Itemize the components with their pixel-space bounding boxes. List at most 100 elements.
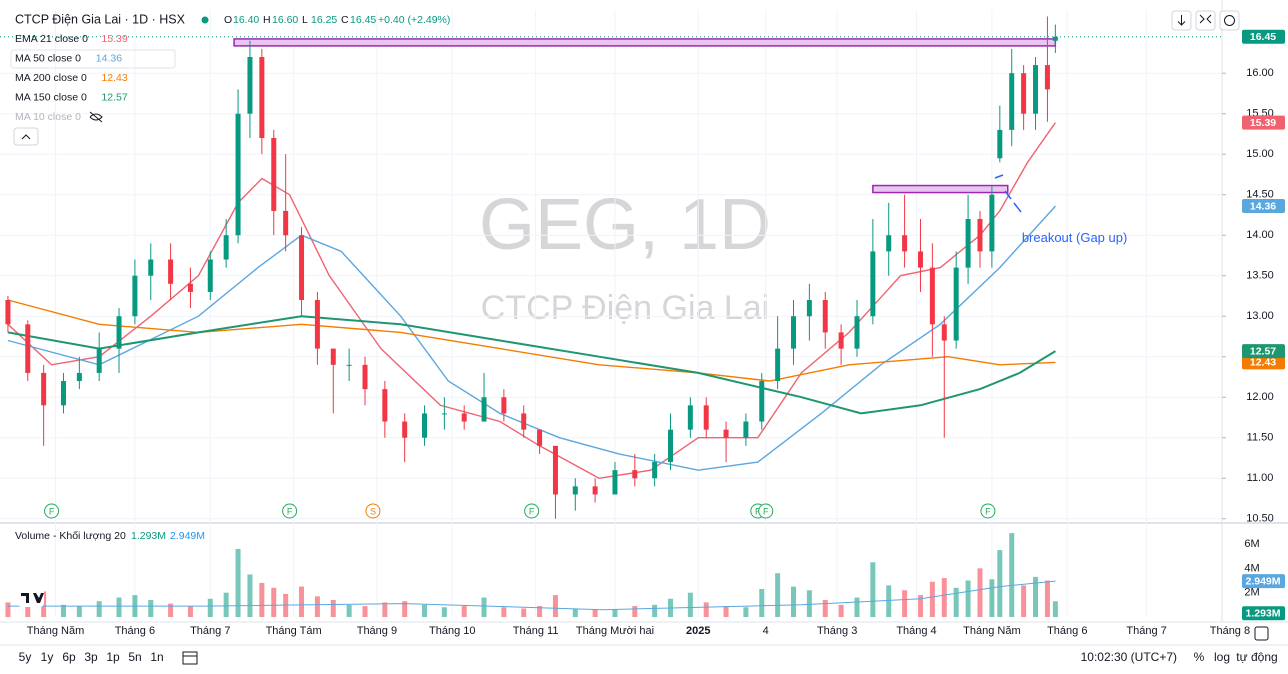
ohlc-value: 16.25 — [311, 14, 337, 26]
candle-body — [953, 267, 959, 341]
volume-tick-label: 2M — [1244, 587, 1259, 599]
last-price-badge-bg — [1242, 29, 1285, 44]
ma-badge: 12.57 — [1250, 345, 1276, 357]
header: CTCP Điện Gia Lai · 1D · HSX O 16.40 H 16.6… — [15, 12, 450, 26]
legend-name[interactable]: MA 50 close 0 — [15, 52, 81, 64]
top-right-buttons[interactable] — [1171, 10, 1240, 31]
x-tick-label: Tháng 9 — [357, 625, 397, 637]
y-tick-label: 13.00 — [1246, 310, 1274, 322]
volume-bar — [1033, 576, 1039, 617]
volume-bar — [362, 606, 368, 617]
icon — [1224, 15, 1235, 26]
volume-ma-badge: 2.949M — [1245, 575, 1280, 587]
volume-bar — [187, 606, 193, 617]
volume-bar — [96, 601, 102, 617]
scale-option[interactable]: tự động — [1236, 650, 1277, 664]
x-tick-label: Tháng Năm — [963, 625, 1020, 637]
volume-bar — [941, 578, 947, 617]
candle-body — [668, 429, 674, 463]
candle-body — [271, 138, 277, 211]
ohlc-value: 16.45 — [350, 14, 376, 26]
clock: 10:02:30 (UTC+7) — [1081, 650, 1177, 664]
legend-name[interactable]: MA 200 close 0 — [15, 72, 87, 84]
watermark: GEG, 1D CTCP Điện Gia Lai — [479, 185, 771, 327]
range-button[interactable]: 3p — [84, 650, 98, 664]
calendar-icon[interactable] — [182, 651, 198, 665]
range-button[interactable]: 5y — [19, 650, 32, 664]
volume-bar — [537, 606, 543, 617]
y-tick-label: 10.50 — [1246, 513, 1274, 525]
range-button[interactable]: 1p — [106, 650, 120, 664]
legend-name[interactable]: MA 150 close 0 — [15, 91, 87, 103]
candle-body — [997, 129, 1003, 159]
candle-body — [382, 389, 388, 422]
candle-body — [965, 219, 971, 268]
candle-body — [929, 267, 935, 325]
volume-legend-value: 1.293M — [131, 530, 166, 542]
ma-line — [7, 315, 1056, 415]
candle-body — [703, 405, 709, 430]
event-marker — [282, 503, 298, 519]
candle-body — [362, 364, 368, 390]
volume-badge: 1.293M — [1245, 608, 1280, 620]
x-tick-label: 4 — [763, 625, 769, 637]
volume-bar — [552, 595, 558, 617]
ma-badge: 12.43 — [1250, 357, 1276, 369]
volume-bar — [917, 595, 923, 617]
volume-bar — [997, 550, 1003, 617]
legend-value: 12.57 — [101, 91, 127, 103]
candle-body — [838, 332, 844, 349]
volume-bar — [743, 607, 749, 617]
volume-bar — [989, 579, 995, 617]
volume-badge-bg — [1242, 606, 1285, 621]
volume-bar — [402, 601, 408, 617]
candle-body — [481, 397, 487, 422]
range-button[interactable]: 5n — [128, 650, 141, 664]
legend-name[interactable]: MA 10 close 0 — [15, 111, 81, 123]
collapse-button[interactable] — [13, 127, 39, 146]
candle-body — [41, 372, 47, 406]
volume-bar — [592, 609, 598, 617]
y-tick-label: 14.00 — [1246, 229, 1274, 241]
candle-body — [314, 300, 320, 349]
settings-button[interactable] — [1254, 626, 1269, 641]
level-zone — [872, 184, 1009, 194]
scale-option[interactable]: log — [1214, 650, 1230, 664]
range-button[interactable]: 1n — [150, 650, 163, 664]
volume-bar — [1021, 585, 1027, 617]
candle-body — [572, 486, 578, 495]
scale-option[interactable]: % — [1194, 650, 1205, 664]
volume-ma-line — [7, 580, 1056, 611]
candle-body — [1021, 73, 1027, 114]
candle-body — [854, 316, 860, 349]
candle-body — [422, 413, 428, 438]
range-button[interactable]: 6p — [62, 650, 76, 664]
volume-bar — [775, 573, 781, 617]
volume-bar — [207, 598, 213, 617]
candle-body — [187, 283, 193, 292]
ma-badge-bg — [1242, 355, 1285, 370]
annotation: breakout (Gap up) — [1022, 230, 1128, 245]
hidden-eye-icon — [89, 111, 103, 123]
ma-badge-bg — [1242, 344, 1285, 359]
button[interactable] — [1219, 10, 1240, 31]
legend-name[interactable]: EMA 21 close 0 — [15, 33, 88, 45]
volume-bar — [977, 568, 983, 617]
x-tick-label: Tháng Năm — [27, 625, 84, 637]
range-button[interactable]: 1y — [41, 650, 54, 664]
level-zone — [233, 38, 1057, 47]
button[interactable] — [1195, 10, 1216, 31]
volume-bar — [838, 604, 844, 617]
y-tick-label: 11.00 — [1247, 472, 1274, 484]
candle-body — [223, 235, 229, 260]
y-tick-label: 13.50 — [1246, 270, 1274, 282]
candle-body — [168, 259, 174, 284]
candle-body — [941, 324, 947, 341]
candle-body — [247, 56, 253, 114]
y-tick-label: 14.50 — [1246, 189, 1274, 201]
ohlc-label: O — [224, 14, 232, 26]
volume-bar — [76, 606, 82, 617]
volume-bar — [759, 589, 765, 617]
